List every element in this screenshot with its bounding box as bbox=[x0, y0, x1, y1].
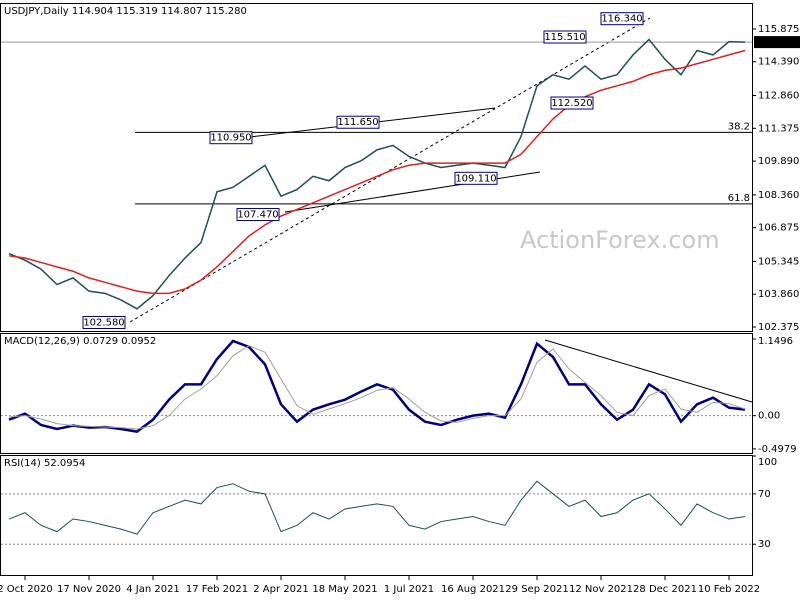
macd-trend bbox=[544, 339, 753, 403]
y-tick-label: 0.00 bbox=[758, 411, 780, 422]
annotation-box bbox=[82, 315, 126, 329]
last-price-label: 115.280 bbox=[758, 37, 799, 48]
series-line bbox=[8, 49, 746, 295]
x-tick-label: 17 Feb 2021 bbox=[186, 584, 248, 595]
x-tick-label: 28 Dec 2021 bbox=[633, 584, 697, 595]
annotation-label: 107.470 bbox=[237, 210, 278, 221]
y-tick-label: 1.1496 bbox=[758, 336, 793, 347]
y-tick-label: 30 bbox=[758, 539, 771, 550]
y-tick-label: 115.875 bbox=[758, 24, 799, 35]
price-title: USDJPY,Daily 114.904 115.319 114.807 115… bbox=[4, 6, 247, 17]
annotation-label: 102.580 bbox=[83, 317, 124, 328]
x-tick-label: 1 Jul 2021 bbox=[384, 584, 434, 595]
y-tick-label: 108.360 bbox=[758, 190, 799, 201]
x-tick-label: 2 Apr 2021 bbox=[253, 584, 308, 595]
annotation-box bbox=[336, 115, 380, 129]
y-tick-label: 103.860 bbox=[758, 289, 799, 300]
series-line bbox=[8, 480, 746, 535]
y-tick-label: 105.345 bbox=[758, 256, 799, 267]
annotation-box bbox=[543, 30, 587, 44]
series-line bbox=[8, 345, 746, 430]
macd-title: MACD(12,26,9) 0.0729 0.0952 bbox=[4, 336, 156, 347]
annotation-box bbox=[236, 208, 280, 222]
y-tick-label: 111.375 bbox=[758, 123, 799, 134]
series-line bbox=[8, 38, 746, 310]
annotation-box bbox=[209, 131, 253, 145]
watermark: ActionForex.com bbox=[520, 226, 720, 254]
x-tick-label: 17 Nov 2020 bbox=[57, 584, 121, 595]
annotation-label: 111.650 bbox=[337, 117, 378, 128]
annotation-label: 115.510 bbox=[544, 32, 585, 43]
y-tick-label: 102.375 bbox=[758, 322, 799, 333]
last-price-box bbox=[754, 36, 800, 49]
x-tick-label: 29 Sep 2021 bbox=[505, 584, 568, 595]
rsi-panel bbox=[0, 455, 753, 576]
annotation-label: 116.340 bbox=[601, 14, 642, 25]
x-tick-label: 12 Nov 2021 bbox=[569, 584, 633, 595]
price-panel bbox=[0, 3, 753, 332]
y-tick-label: 114.390 bbox=[758, 57, 799, 68]
annotation-label: 110.950 bbox=[210, 133, 251, 144]
y-tick-label: 100 bbox=[758, 457, 777, 468]
x-tick-label: 4 Jan 2021 bbox=[126, 584, 180, 595]
macd-panel bbox=[0, 333, 753, 454]
y-tick-label: -0.4979 bbox=[758, 444, 797, 455]
x-tick-label: 2 Oct 2020 bbox=[0, 584, 53, 595]
annotation-label: 109.110 bbox=[455, 173, 496, 184]
series-line bbox=[8, 339, 746, 433]
x-tick-label: 10 Feb 2022 bbox=[698, 584, 760, 595]
x-tick-label: 16 Aug 2021 bbox=[441, 584, 505, 595]
annotation-box bbox=[550, 96, 594, 110]
panel-frames bbox=[0, 3, 753, 576]
y-tick-label: 112.860 bbox=[758, 91, 799, 102]
x-tick-label: 18 May 2021 bbox=[312, 584, 377, 595]
y-tick-label: 70 bbox=[758, 489, 771, 500]
y-tick-label: 109.890 bbox=[758, 156, 799, 167]
y-tick-label: 106.875 bbox=[758, 223, 799, 234]
fib-label: 38.2 bbox=[728, 121, 750, 132]
fib-label: 61.8 bbox=[728, 193, 750, 204]
annotation-box bbox=[600, 12, 644, 26]
annotation-label: 112.520 bbox=[551, 98, 592, 109]
rsi-title: RSI(14) 52.0954 bbox=[4, 458, 85, 469]
trend-dashed bbox=[129, 17, 651, 323]
annotation-box bbox=[454, 171, 498, 185]
